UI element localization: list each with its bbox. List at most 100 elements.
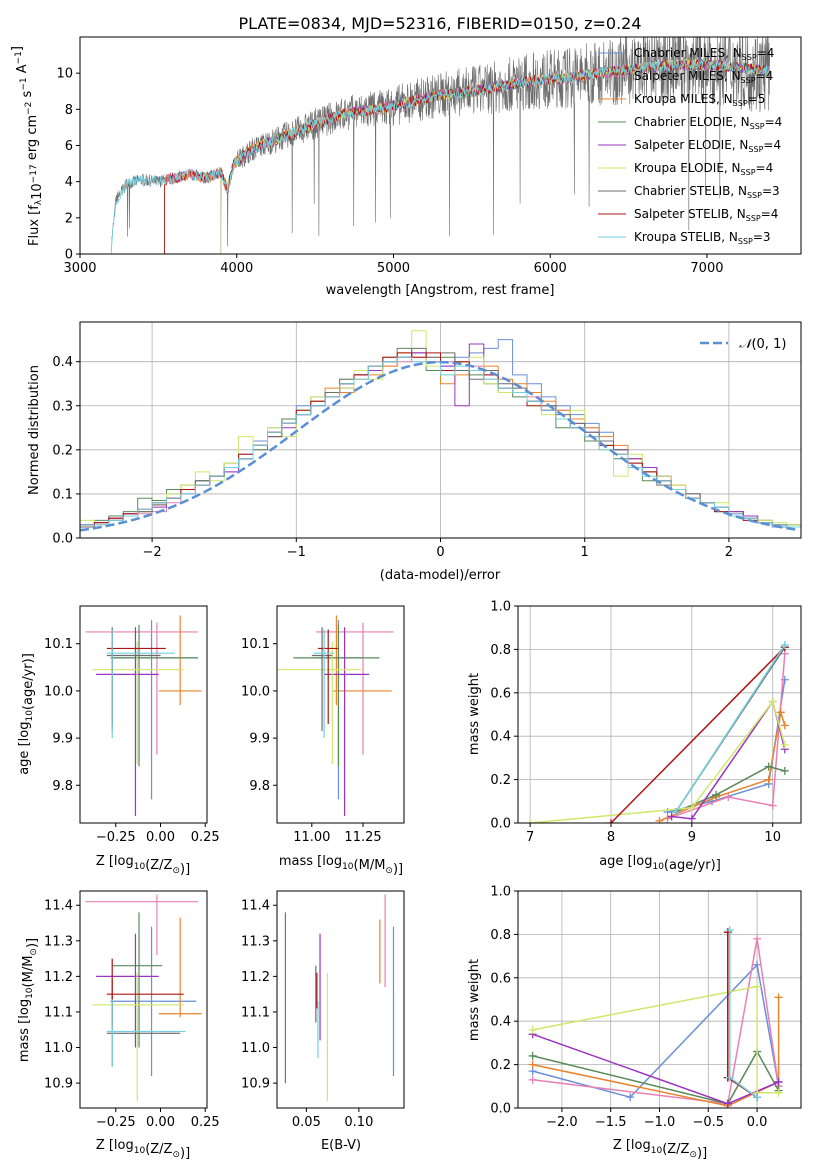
mass-z-ylabel-part: 10 [25,987,35,999]
weight-marker [768,801,777,810]
weight-line-kroupa-miles [655,708,789,823]
y-tick-label: 4 [65,175,73,190]
x-tick-label: 0.25 [191,830,220,845]
spectrum-ylabel-part: ] [10,46,25,51]
spectrum-ylabel-part: erg cm [25,115,40,164]
x-tick-label: 7000 [690,261,723,276]
errorbar-kroupa-stelib [106,629,175,739]
legend-label-kroupa-stelib: Kroupa STELIB, NSSP=3 [634,230,771,246]
weight-path [532,963,780,1099]
spectrum-ylabel-part: −17 [29,164,39,183]
y-tick-label: 0.2 [490,773,511,788]
y-tick-label: 0 [65,248,73,263]
errorbar-salpeter-miles [315,622,394,755]
weight-marker [753,982,762,991]
errorbar-salpeter-stelib [106,958,184,1027]
mass-weight-vs-metallicity-panel: −2.0 −1.5 −1.0 −0.5 0.0 0.0 0.2 0.4 0.6 0.8 1.0 Z [… [467,885,802,1161]
weight-marker [768,697,777,706]
x-tick-label: 8 [607,830,615,845]
mass-z-ylabel-part: mass [log [17,999,32,1062]
errorbar-chabrier-miles [110,620,197,800]
weight-marker [764,775,773,784]
legend-label-chabrier-stelib: Chabrier STELIB, NSSP=3 [634,184,780,200]
y-tick-label: 9.9 [52,732,73,747]
y-tick-label: 0.3 [52,399,73,414]
spectrum-legend: Chabrier MILES, NSSP=4 Salpeter MILES, NS… [598,46,782,246]
weight-marker [753,1093,762,1102]
age-mass-xlabel-part: ⊙ [385,866,393,876]
x-tick-label: 1 [581,545,589,560]
age-z-xlabel-part: ⊙ [172,866,180,876]
x-tick-label: −0.5 [693,1115,725,1130]
weight-age-xlabel-part: age [log [599,854,652,869]
plot-content [284,894,395,1101]
x-tick-label: −0.25 [96,830,136,845]
x-tick-label: 0.00 [146,830,175,845]
y-tick-label: 0.2 [490,1058,511,1073]
weight-line-salpeter-elodie [528,1030,783,1108]
weight-marker [687,803,696,812]
axes-frame [79,890,208,1109]
y-tick-label: 2 [65,211,73,226]
y-tick-label: 10.1 [241,637,270,652]
weight-marker [780,641,789,650]
errorbar-salpeter-stelib [317,629,339,724]
y-tick-label: 0.0 [490,817,511,832]
weight-z-xlabel-part: (Z/Z [662,1142,689,1157]
y-tick-label: 9.8 [52,779,73,794]
y-tick-label: 0.6 [490,971,511,986]
x-tick-label: 0.10 [344,1115,373,1130]
plot-content [80,330,801,532]
y-tick-label: 0.8 [490,643,511,658]
spectrum-ylabel: Flux [fλ10−17 erg cm−2 s−1 A−1] [10,46,45,246]
errorbar-kroupa-miles [158,615,202,706]
weight-path [532,1033,779,1105]
weight-z-xlabel-part: )] [697,1146,707,1161]
age-z-ylabel-part: (age/yr)] [21,653,36,710]
weight-z-ylabel: mass weight [467,959,482,1041]
x-tick-label: 0.25 [191,1115,220,1130]
errorbar-kroupa-miles [332,615,392,706]
weight-path [532,985,779,1094]
errorbar-kroupa-miles [158,917,202,1018]
x-tick-label: 0.00 [146,1115,175,1130]
spectrum-xlabel: wavelength [Angstrom, rest frame] [326,283,555,298]
spectrum-ylabel-part: λ [34,199,44,205]
y-tick-label: 10.0 [241,684,270,699]
weight-line-chabrier-miles [528,960,783,1102]
weight-path [727,932,758,1098]
spectrum-ylabel-part: 10 [30,183,45,200]
mass-z-ylabel-part: ⊙ [29,948,39,956]
histogram-ylabel: Normed distribution [27,365,42,495]
weight-line-kroupa-stelib [725,926,762,1102]
weight-line-kroupa-elodie [528,982,783,1097]
weight-z-xlabel-part: Z [log [613,1138,651,1153]
weight-path [727,932,758,1098]
weight-marker [667,812,676,821]
age-z-xlabel-part: )] [180,862,190,877]
weight-marker [780,740,789,749]
weight-marker [724,792,733,801]
plot-content [85,615,202,816]
y-tick-label: 0.0 [52,532,73,547]
age-z-ylabel-part: 10 [25,710,35,722]
weight-marker [780,721,789,730]
spectrum-ylabel-part: −2 [24,102,34,115]
mass-z-ylabel-part: (M/M [21,956,36,988]
x-tick-label: −2 [143,545,162,560]
weight-age-xlabel-part: 10 [652,862,664,872]
mass-vs-ebv-panel: 0.05 0.10 10.9 11.0 11.1 11.2 11.3 11.4 E(B-V) [241,890,405,1153]
weight-marker [528,1051,537,1060]
mass-z-xlabel-part: ⊙ [172,1150,180,1160]
x-tick-label: 0 [436,545,444,560]
axes-frame [79,605,208,824]
weight-line-kroupa-stelib [671,641,789,817]
weight-path [530,699,786,823]
y-tick-label: 11.4 [44,899,73,914]
errorbar-kroupa-stelib [313,629,335,739]
weight-path [667,679,786,813]
mass-z-ylabel: mass [log10(M/M⊙)] [17,938,40,1062]
x-tick-label: 6000 [534,261,567,276]
